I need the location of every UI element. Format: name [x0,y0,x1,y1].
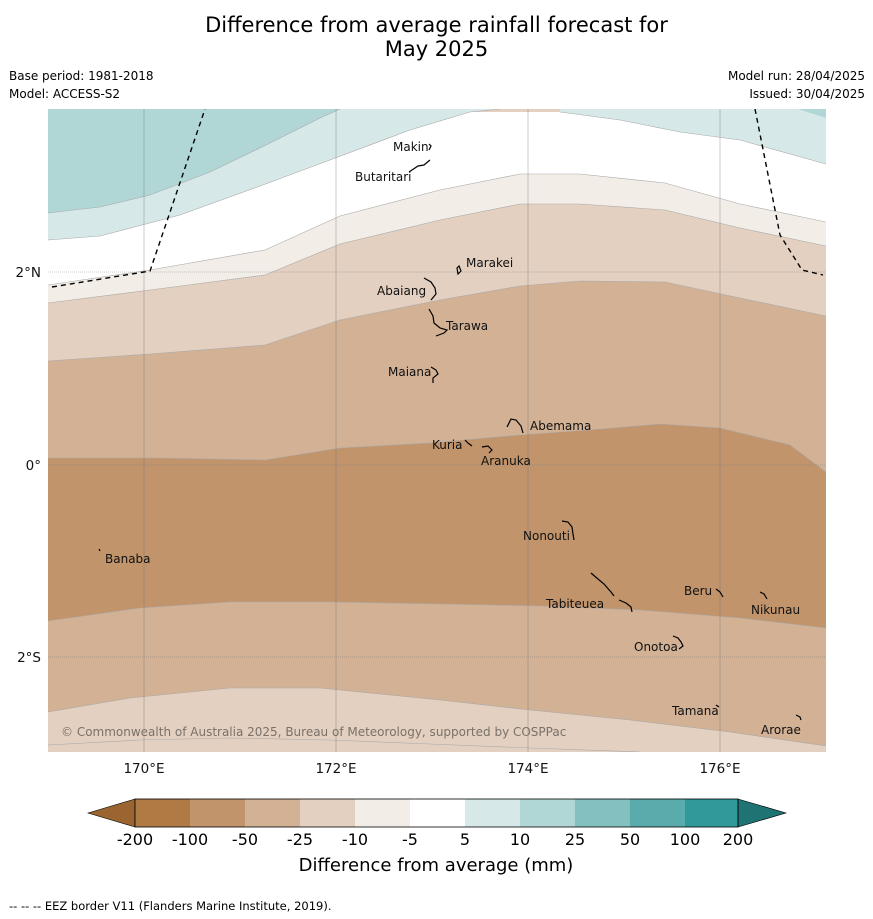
meta-left: Base period: 1981-2018 Model: ACCESS-S2 [9,67,154,103]
colorbar-cell-lt-neg200 [86,798,136,828]
colorbar-cell-neg50-neg25 [245,799,300,827]
colorbar-cell-neg200-neg100 [135,799,190,827]
island-onotoa-shape [672,635,684,650]
y-tick-2s: 2°S [17,650,41,666]
colorbar-tick-neg200: -200 [117,830,153,849]
island-label-marakei: Marakei [466,256,513,270]
model-name: Model: ACCESS-S2 [9,87,121,101]
band-neg25-neg10-north [48,204,826,361]
colorbar-tick-50: 50 [620,830,640,849]
eez-footnote: -- -- -- EEZ border V11 (Flanders Marine… [9,899,332,913]
colorbar-cell-25-50 [575,799,630,827]
island-butaritari-shape [408,159,431,173]
island-label-tarawa: Tarawa [445,319,488,333]
map-title-line1: Difference from average rainfall forecas… [205,13,668,37]
band-neg100-neg50 [48,424,826,628]
island-label-butaritari: Butaritari [355,170,412,184]
colorbar-tick-100: 100 [670,830,701,849]
island-label-aranuka: Aranuka [481,454,531,468]
colorbar-tick-5: 5 [460,830,470,849]
colorbar-title: Difference from average (mm) [299,855,574,876]
island-tamana-shape [715,704,720,708]
island-tarawa-shape [428,308,449,337]
island-label-abaiang: Abaiang [377,284,426,298]
contour-lines [48,109,826,752]
island-arorae-shape [795,714,802,721]
colorbar-tick-neg50: -50 [232,830,258,849]
island-label-abemama: Abemama [530,419,591,433]
island-label-tamana: Tamana [671,704,719,718]
colorbar-cell-neg10-neg5 [355,799,410,827]
colorbar-tick-neg5: -5 [402,830,418,849]
colorbar-tick-25: 25 [565,830,585,849]
island-tabiteuea-s-shape [618,599,633,613]
copyright-notice: © Commonwealth of Australia 2025, Bureau… [61,725,566,739]
island-kuria-shape [464,439,473,447]
island-label-banaba: Banaba [105,552,151,566]
x-tick-174e: 174°E [507,761,548,777]
island-beru-shape [715,588,724,598]
base-period: Base period: 1981-2018 [9,69,154,83]
map-field: Makin Butaritari Marakei Abaiang Tarawa … [48,109,826,752]
island-nikunau-shape [759,591,768,600]
island-abaiang-shape [423,277,437,301]
colorbar: -200 -100 -50 -25 -10 -5 5 10 25 50 100 … [86,798,788,876]
colorbar-tick-neg100: -100 [172,830,208,849]
colorbar-cell-50-100 [630,799,685,827]
island-aranuka-shape [481,445,493,454]
y-tick-0: 0° [26,458,41,474]
issued-date: Issued: 30/04/2025 [749,87,865,101]
colorbar-cell-gt-200 [737,798,788,828]
model-run: Model run: 28/04/2025 [727,69,865,83]
colorbar-frame [134,798,739,828]
band-10-25 [48,109,340,213]
island-label-kuria: Kuria [432,438,463,452]
colorbar-cell-neg25-neg10 [300,799,355,827]
colorbar-tick-200: 200 [723,830,754,849]
island-outlines [98,143,802,721]
band-neg5-5-north [48,112,826,285]
island-label-beru: Beru [684,584,712,598]
colorbar-cell-neg100-neg50 [190,799,245,827]
band-5-10-ne [560,109,826,164]
island-label-nikunau: Nikunau [751,603,800,617]
eez-border [51,109,824,288]
map-title-line2: May 2025 [384,37,489,61]
band-neg10-neg5-north [48,174,826,303]
island-label-tabiteuea: Tabiteuea [545,597,604,611]
colorbar-cell-10-25 [520,799,575,827]
gridlines [48,109,826,752]
band-neg25-neg10-south [48,688,826,752]
meta-right: Model run: 28/04/2025 Issued: 30/04/2025 [728,67,865,103]
band-neg50-neg25-south [48,602,826,746]
island-banaba-shape [98,548,101,552]
island-abemama-shape [506,418,524,434]
island-label-makin: Makin [393,140,429,154]
island-label-nonouti: Nonouti [523,529,570,543]
island-tabiteuea-n-shape [590,572,615,597]
island-label-onotoa: Onotoa [634,640,678,654]
colorbar-tick-10: 10 [510,830,530,849]
island-label-arorae: Arorae [761,723,801,737]
y-tick-2n: 2°N [16,265,41,281]
island-maiana-shape [430,366,439,383]
island-makin-shape [428,143,432,151]
colorbar-cell-neg5-5 [410,799,465,827]
colorbar-cell-100-200 [685,799,738,827]
x-tick-176e: 176°E [699,761,740,777]
colorbar-cell-5-10 [465,799,520,827]
band-10-25-ne [798,109,826,118]
island-nonouti-shape [561,520,575,541]
colorbar-tick-neg10: -10 [342,830,368,849]
island-label-maiana: Maiana [388,365,431,379]
colorbar-tick-neg25: -25 [287,830,313,849]
island-marakei-shape [456,264,462,276]
x-tick-172e: 172°E [315,761,356,777]
x-tick-170e: 170°E [123,761,164,777]
